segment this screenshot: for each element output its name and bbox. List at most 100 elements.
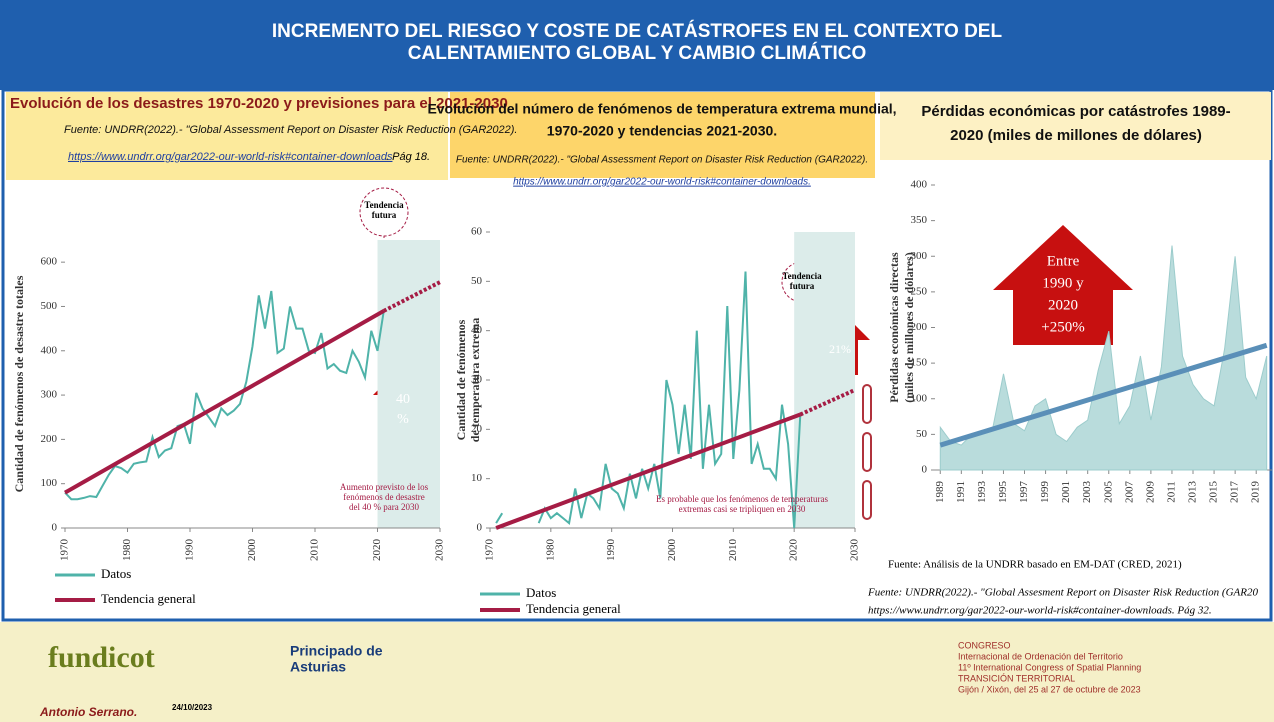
panel3-head [880,92,1271,160]
panel1-head [6,92,448,180]
x-tick-label: 1989 [934,481,946,504]
panel-title: Evolución de los desastres 1970-2020 y p… [10,95,508,112]
congress-line: CONGRESO [958,640,1011,650]
panel-title-line: 1970-2020 y tendencias 2021-2030. [547,123,777,139]
x-tick-label: 1991 [955,481,967,503]
y-tick-label: 60 [471,226,483,238]
legend-label: Tendencia general [101,591,196,606]
x-tick-label: 2000 [246,539,258,562]
data-line [495,512,504,524]
y-tick-label: 10 [471,472,483,484]
logo-asturias-line: Asturias [290,659,346,675]
arrow-label-line: 2020 [1048,297,1078,313]
x-tick-label: 2030 [434,539,446,562]
x-tick-label: 2015 [1208,481,1220,504]
y-tick-label: 500 [41,300,58,312]
panel-source: Fuente: UNDRR(2022).- "Global Assessment… [456,155,868,166]
arrow-label-line: 1990 y [1042,275,1084,291]
congress-line: Gijón / Xixón, del 25 al 27 de octubre d… [958,684,1141,694]
data-line [64,290,385,501]
legend-label: Datos [101,566,131,581]
forecast-zone [794,232,855,528]
x-tick-label: 1980 [544,539,556,562]
panel-link: https://www.undrr.org/gar2022-our-world-… [68,151,393,163]
x-tick-label: 2011 [1165,481,1177,503]
panel-title-line: Evolución del número de fenómenos de tem… [427,101,896,117]
y-tick-label: 200 [911,321,928,333]
x-tick-label: 1997 [1018,481,1030,504]
y-tick-label: 350 [911,214,928,226]
header-band [0,0,1274,90]
y-axis-label: Pérdidas económicas directas [887,252,901,403]
panel-title: Pérdidas económicas por catástrofes 1989… [921,103,1230,144]
thermometers [862,384,872,520]
legend-label: Datos [526,585,556,600]
note-line: del 40 % para 2030 [349,502,419,512]
note-line: Es probable que los fenómenos de tempera… [656,494,828,504]
note-line: fenómenos de desastre [343,492,424,502]
y-tick-label: 150 [911,357,928,369]
y-tick-label: 400 [911,179,928,191]
panel-title-line: 2020 (miles de millones de dólares) [950,127,1202,144]
x-tick-label: 2019 [1250,481,1262,504]
y-axis-label: Cantidad de fenómenos de desastre totale… [12,275,26,492]
y-tick-label: 300 [911,250,928,262]
x-tick-label: 2010 [727,539,739,562]
arrow-label-line: % [397,412,409,427]
panel-link: https://www.undrr.org/gar2022-our-world-… [513,177,811,188]
arrow-label: 21% [829,342,851,356]
frame [1,88,1273,622]
y-tick-label: 0 [477,522,483,534]
arrow-label: Entre 1990 y 2020 +250% [1041,253,1084,335]
logo-fundicot: fundicot [48,641,155,674]
y-tick-label: 50 [471,275,483,287]
x-tick-label: 2010 [309,539,321,562]
arrow-label: 40% [396,392,410,427]
source: Fuente: Análisis de la UNDRR basado en E… [888,559,1182,571]
y-tick-label: 50 [916,428,928,440]
future-label-line: futura [790,281,815,291]
legend-label: Tendencia general [526,601,621,616]
y-axis-label: de temperatura extrema [468,318,482,442]
note-line: Aumento previsto de los [340,482,429,492]
x-tick-label: 2005 [1102,481,1114,504]
note-line: extremas casi se tripliquen en 2030 [679,504,806,514]
y-tick-label: 100 [911,392,928,404]
y-tick-label: 0 [922,464,928,476]
x-tick-label: 1999 [1039,481,1051,504]
congress-line: Internacional de Ordenación del Territor… [958,651,1123,661]
panel-title-line: Pérdidas económicas por catástrofes 1989… [921,103,1230,120]
x-tick-label: 2009 [1144,481,1156,504]
x-tick-label: 1990 [184,539,196,562]
x-tick-label: 2020 [788,539,800,562]
panel2-head [450,92,875,178]
source2-line: Fuente: UNDRR(2022).- "Global Assesment … [867,587,1258,599]
logo-asturias-line: Principado de [290,643,383,659]
x-tick-label: 2013 [1187,481,1199,504]
slide-title: INCREMENTO DEL RIESGO Y COSTE DE CATÁSTR… [272,20,1003,64]
y-axis-label: (miles de millones de dólares) [902,252,916,402]
x-tick-label: 1980 [121,539,133,562]
trend-line [64,309,385,495]
y-tick-label: 100 [41,477,58,489]
y-tick-label: 30 [471,374,483,386]
data-line [537,271,802,529]
x-tick-label: 1995 [997,481,1009,504]
congress-line: TRANSICIÓN TERRITORIAL [958,673,1075,683]
source2: Fuente: UNDRR(2022).- "Global Assesment … [867,587,1258,617]
y-tick-label: 400 [41,344,58,356]
date: 24/10/2023 [172,703,213,712]
y-axis-label: Cantidad de fenómenos [454,319,468,440]
trend-line [382,280,441,313]
future-label-line: Tendencia [782,271,822,281]
author: Antonio Serrano. [39,705,137,719]
x-tick-label: 1993 [976,481,988,504]
congress-line: 11º International Congress of Spatial Pl… [958,662,1141,672]
slide-title-line: INCREMENTO DEL RIESGO Y COSTE DE CATÁSTR… [272,20,1003,42]
